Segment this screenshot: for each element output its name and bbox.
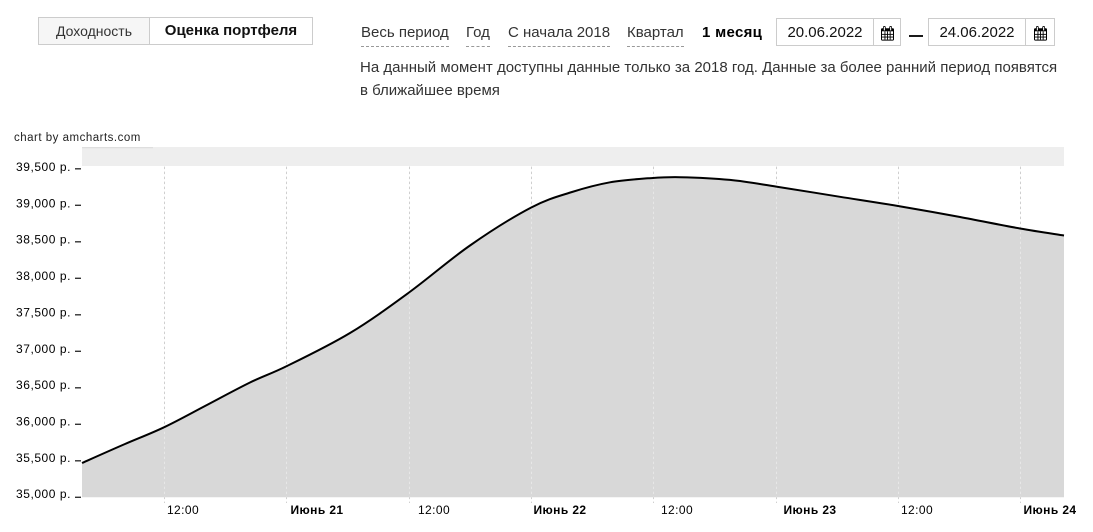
svg-text:12:00: 12:00 — [167, 503, 199, 517]
svg-text:36,000 р.: 36,000 р. — [16, 414, 71, 428]
svg-text:35,500 р.: 35,500 р. — [16, 451, 71, 465]
svg-text:12:00: 12:00 — [901, 503, 933, 517]
svg-text:39,000 р.: 39,000 р. — [16, 196, 71, 210]
svg-text:35,000 р.: 35,000 р. — [16, 487, 71, 501]
svg-text:37,000 р.: 37,000 р. — [16, 342, 71, 356]
svg-text:chart by amcharts.com: chart by amcharts.com — [14, 132, 141, 144]
svg-text:38,000 р.: 38,000 р. — [16, 269, 71, 283]
svg-text:Июнь 24: Июнь 24 — [1024, 503, 1077, 517]
svg-text:Июнь 21: Июнь 21 — [291, 503, 344, 517]
svg-text:12:00: 12:00 — [418, 503, 450, 517]
svg-text:Июнь 22: Июнь 22 — [534, 503, 587, 517]
svg-text:36,500 р.: 36,500 р. — [16, 378, 71, 392]
svg-text:39,500 р.: 39,500 р. — [16, 160, 71, 174]
svg-text:37,500 р.: 37,500 р. — [16, 305, 71, 319]
svg-text:Июнь 23: Июнь 23 — [784, 503, 837, 517]
svg-text:38,500 р.: 38,500 р. — [16, 233, 71, 247]
svg-text:12:00: 12:00 — [661, 503, 693, 517]
